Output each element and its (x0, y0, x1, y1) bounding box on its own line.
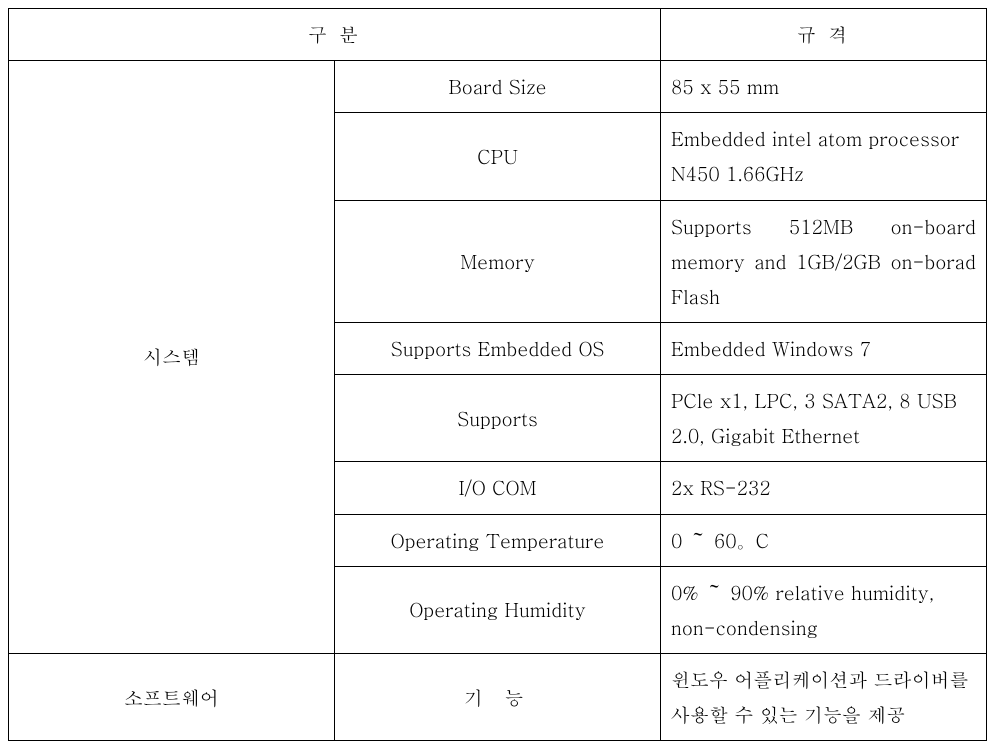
spec-value: 0% ～ 90% relative humidity, non-condensi… (661, 566, 987, 653)
spec-value: 0 ～ 60。C (661, 514, 987, 566)
spec-label: Operating Temperature (335, 514, 661, 566)
spec-value: Embedded intel atom processor N450 1.66G… (661, 113, 987, 200)
spec-table: 구 분 규 격 시스템 Board Size 85 x 55 mm CPU Em… (8, 8, 987, 741)
spec-label: Supports Embedded OS (335, 322, 661, 374)
table-row: 소프트웨어 기 능 윈도우 어플리케이션과 드라이버를 사용할 수 있는 기능을… (9, 653, 987, 740)
spec-value: 2x RS-232 (661, 462, 987, 514)
header-spec: 규 격 (661, 9, 987, 61)
spec-label: Memory (335, 200, 661, 322)
table-header-row: 구 분 규 격 (9, 9, 987, 61)
spec-value: 윈도우 어플리케이션과 드라이버를 사용할 수 있는 기능을 제공 (661, 653, 987, 740)
spec-value: Supports 512MB on-board memory and 1GB/2… (661, 200, 987, 322)
spec-label: Board Size (335, 61, 661, 113)
spec-label: Operating Humidity (335, 566, 661, 653)
category-system: 시스템 (9, 61, 335, 654)
category-software: 소프트웨어 (9, 653, 335, 740)
spec-value: PCle x1, LPC, 3 SATA2, 8 USB 2.0, Gigabi… (661, 375, 987, 462)
spec-label: I/O COM (335, 462, 661, 514)
spec-label: Supports (335, 375, 661, 462)
table-row: 시스템 Board Size 85 x 55 mm (9, 61, 987, 113)
spec-label: 기 능 (335, 653, 661, 740)
spec-label: CPU (335, 113, 661, 200)
spec-value: 85 x 55 mm (661, 61, 987, 113)
spec-value: Embedded Windows 7 (661, 322, 987, 374)
header-category: 구 분 (9, 9, 661, 61)
